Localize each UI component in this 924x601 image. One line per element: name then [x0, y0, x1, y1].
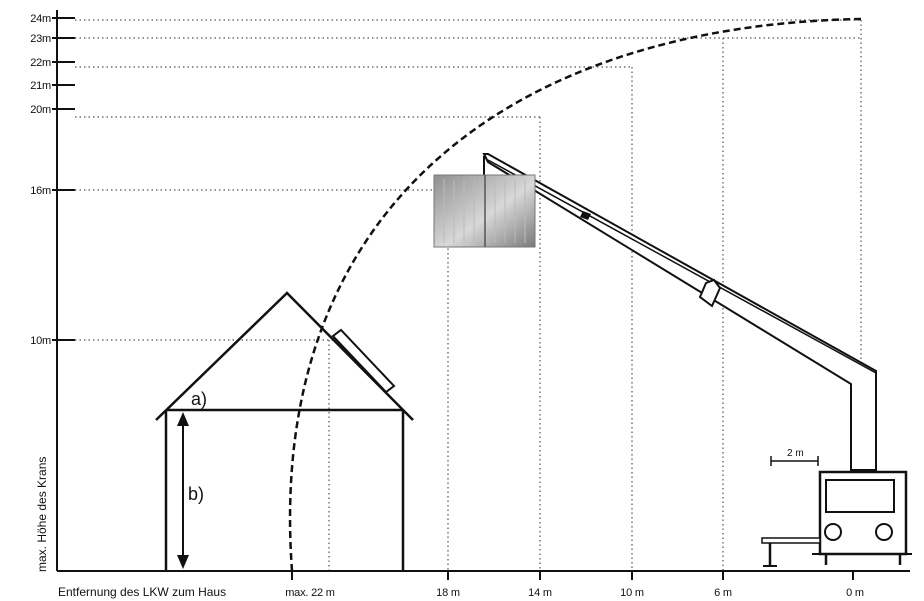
x-ticks: max. 22 m 18 m 14 m 10 m 6 m 0 m: [285, 571, 864, 599]
arrow-head-up: [177, 412, 189, 426]
house: a) b): [155, 291, 414, 571]
scale-bar-label: 2 m: [787, 448, 804, 459]
tick-label-22m: 22m: [30, 57, 51, 69]
crane-boom: [482, 153, 877, 471]
truck: [761, 470, 912, 567]
tick-label-10m: 10m: [30, 335, 51, 347]
truck-window: [825, 479, 895, 513]
tick-label-23m: 23m: [30, 33, 51, 45]
tick-label-24m: 24m: [30, 13, 51, 25]
hanging-solar-panel: [433, 174, 536, 248]
distance-guides: [328, 20, 862, 571]
tick-label-14m: 14 m: [528, 587, 552, 599]
boom-outline: [482, 153, 877, 471]
house-roof: [155, 291, 414, 421]
y-axis-title: max. Höhe des Krans: [35, 457, 49, 572]
boom-inner-edge: [487, 159, 877, 374]
label-b: b): [188, 484, 204, 504]
x-axis-title: Entfernung des LKW zum Haus: [58, 585, 226, 599]
boom-joint-1: [580, 211, 591, 220]
truck-wheel-right: [875, 523, 893, 541]
height-guides: [75, 19, 860, 341]
label-a: a): [191, 389, 207, 409]
tick-label-6m: 6 m: [714, 587, 732, 599]
tick-label-16m: 16m: [30, 185, 51, 197]
crane-reach-arc: [288, 17, 862, 572]
roof-panel: [331, 328, 396, 394]
axes: [56, 10, 910, 572]
arrow-head-down: [177, 555, 189, 569]
tick-label-20m: 20m: [30, 104, 51, 116]
outrigger-beam: [761, 537, 821, 544]
tick-label-21m: 21m: [30, 80, 51, 92]
truck-wheel-left: [824, 523, 842, 541]
tick-label-18m: 18 m: [436, 587, 460, 599]
tick-label-max22: max. 22 m: [285, 587, 335, 599]
scale-bar: 2 m: [770, 448, 819, 466]
y-ticks: 24m 23m 22m 21m 20m 16m 10m: [30, 13, 75, 347]
tick-label-10m-x: 10 m: [620, 587, 644, 599]
tick-label-0m: 0 m: [846, 587, 864, 599]
boom-joint-2: [698, 278, 722, 308]
